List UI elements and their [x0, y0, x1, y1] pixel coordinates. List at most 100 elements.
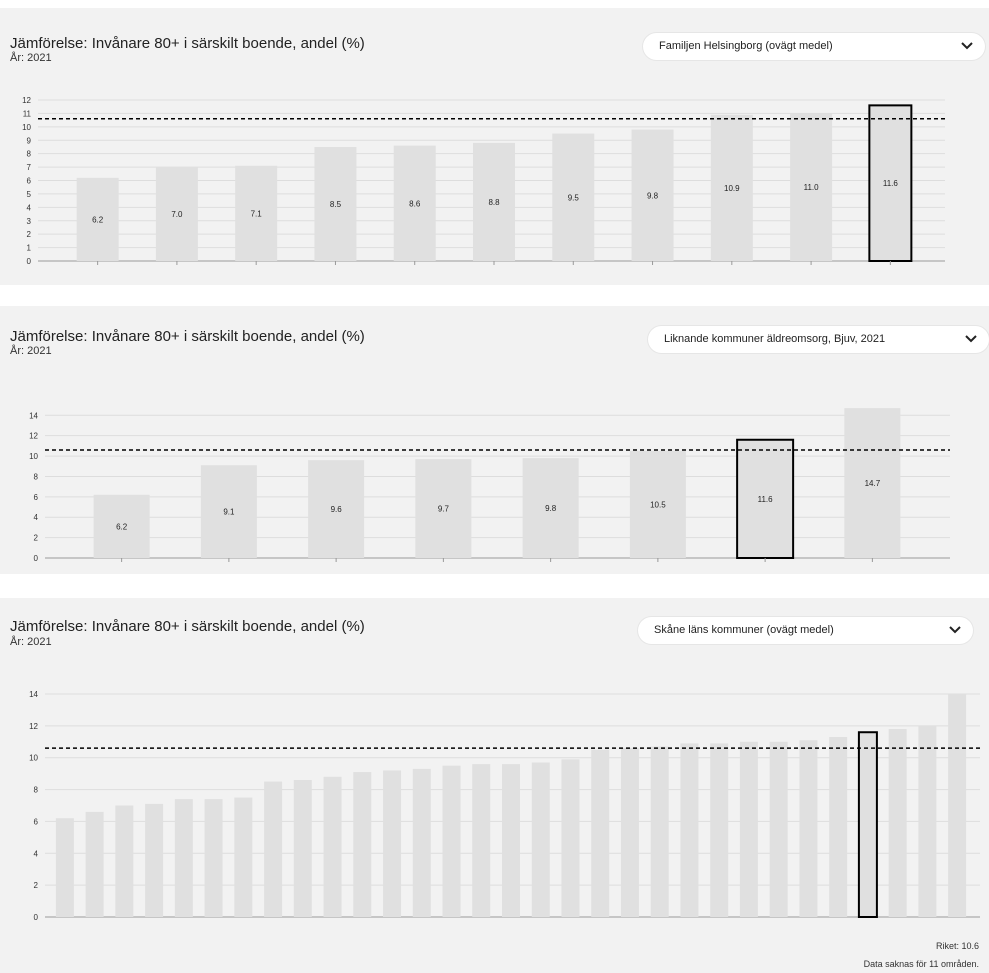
bar — [680, 743, 699, 917]
bar — [155, 167, 198, 261]
bar-value-label: 11.0 — [804, 183, 820, 192]
bar-value-label: 7.0 — [171, 210, 183, 219]
bar-value-label: 7.1 — [251, 209, 263, 218]
bar-value-label: 8.6 — [409, 199, 421, 208]
y-tick-label: 8 — [34, 472, 39, 481]
y-tick-label: 10 — [29, 754, 38, 763]
bar — [502, 764, 520, 917]
bar — [829, 737, 848, 917]
y-tick-label: 12 — [29, 432, 38, 441]
y-tick-label: 12 — [29, 722, 38, 731]
bar — [790, 113, 833, 262]
bar — [415, 459, 472, 558]
bar-value-label: 9.8 — [647, 191, 659, 200]
bar — [620, 748, 639, 917]
bar — [710, 114, 753, 261]
bar — [204, 799, 223, 917]
highlighted-bar — [857, 731, 878, 918]
bar — [522, 458, 579, 558]
y-tick-label: 7 — [27, 163, 32, 172]
y-tick-label: 0 — [27, 257, 32, 266]
bar — [472, 764, 491, 917]
bar — [629, 450, 686, 558]
y-tick-label: 12 — [22, 96, 31, 105]
bar — [710, 743, 729, 917]
chart-year: År: 2021 — [10, 345, 52, 357]
y-tick-label: 8 — [27, 150, 32, 159]
bar — [591, 749, 610, 917]
chart-title: Jämförelse: Invånare 80+ i särskilt boen… — [10, 328, 365, 345]
bar — [76, 177, 119, 261]
bar-value-label: 9.8 — [545, 504, 557, 513]
bar — [85, 811, 104, 917]
bar — [888, 729, 907, 917]
bar — [650, 746, 669, 917]
bar — [323, 776, 342, 917]
y-tick-label: 6 — [34, 493, 39, 502]
y-tick-label: 4 — [27, 203, 32, 212]
dropdown-selected-value: Liknande kommuner äldreomsorg, Bjuv, 202… — [664, 333, 886, 345]
bar — [799, 740, 818, 917]
y-tick-label: 4 — [34, 849, 39, 858]
chart-title: Jämförelse: Invånare 80+ i särskilt boen… — [10, 35, 365, 52]
bar — [55, 818, 74, 917]
bar — [442, 765, 461, 917]
highlighted-bar — [736, 438, 795, 559]
y-tick-label: 14 — [29, 411, 38, 420]
y-tick-label: 4 — [34, 513, 39, 522]
chart-panel-3: Jämförelse: Invånare 80+ i särskilt boen… — [0, 598, 989, 973]
y-tick-label: 5 — [27, 190, 32, 199]
bar-value-label: 9.1 — [223, 508, 235, 517]
bar — [739, 741, 758, 917]
missing-data-note: Data saknas för 11 områden. — [863, 959, 979, 969]
bar-value-label: 8.5 — [330, 200, 342, 209]
y-tick-label: 0 — [34, 554, 39, 563]
chart-year: År: 2021 — [10, 52, 52, 64]
y-tick-label: 9 — [27, 136, 32, 145]
bar — [293, 780, 312, 917]
bar — [353, 772, 372, 917]
comparison-group-dropdown[interactable]: Liknande kommuner äldreomsorg, Bjuv, 202… — [648, 326, 989, 353]
bar-value-label: 10.9 — [724, 184, 740, 193]
bar-chart-3: 0 2 4 6 8 10 12 14 — [29, 690, 980, 922]
bar-value-label: 11.6 — [883, 179, 899, 188]
bar — [145, 803, 164, 917]
y-tick-label: 0 — [34, 913, 39, 922]
chevron-down-icon — [949, 626, 961, 634]
y-tick-label: 6 — [27, 177, 32, 186]
chevron-down-icon — [961, 42, 973, 50]
chart-panel-2: Jämförelse: Invånare 80+ i särskilt boen… — [0, 306, 989, 574]
chevron-down-icon — [965, 335, 977, 343]
comparison-group-dropdown[interactable]: Skåne läns kommuner (ovägt medel) — [638, 617, 973, 644]
bar-value-label: 6.2 — [116, 522, 128, 531]
bar — [200, 465, 257, 558]
bar — [918, 725, 937, 917]
bar — [412, 768, 431, 917]
dropdown-selected-value: Familjen Helsingborg (ovägt medel) — [659, 40, 833, 52]
dropdown-selected-value: Skåne läns kommuner (ovägt medel) — [654, 624, 834, 636]
bar — [631, 129, 674, 261]
bar — [393, 145, 436, 261]
y-tick-label: 2 — [34, 881, 39, 890]
bar-value-label: 11.6 — [758, 495, 774, 504]
chart-title: Jämförelse: Invånare 80+ i särskilt boen… — [10, 618, 365, 635]
bar — [473, 142, 515, 261]
bar-value-label: 6.2 — [92, 215, 104, 224]
comparison-group-dropdown[interactable]: Familjen Helsingborg (ovägt medel) — [643, 33, 985, 60]
y-tick-label: 2 — [34, 534, 39, 543]
y-tick-label: 14 — [29, 690, 38, 699]
bar-value-label: 9.7 — [438, 505, 450, 514]
bar-value-label: 9.6 — [331, 505, 343, 514]
bar — [948, 694, 967, 917]
bar-chart-2: 0 2 4 6 8 10 12 14 6.2 9.1 9.6 9.7 9.8 10.5 11.6 14.7 — [29, 408, 950, 563]
y-tick-label: 3 — [27, 217, 32, 226]
bar — [308, 460, 365, 558]
bar — [531, 762, 550, 917]
bar-value-label: 8.8 — [488, 198, 500, 207]
bar — [174, 799, 193, 917]
bar — [769, 741, 788, 917]
y-tick-label: 11 — [23, 109, 32, 118]
bar — [115, 805, 134, 917]
bar — [552, 133, 595, 261]
